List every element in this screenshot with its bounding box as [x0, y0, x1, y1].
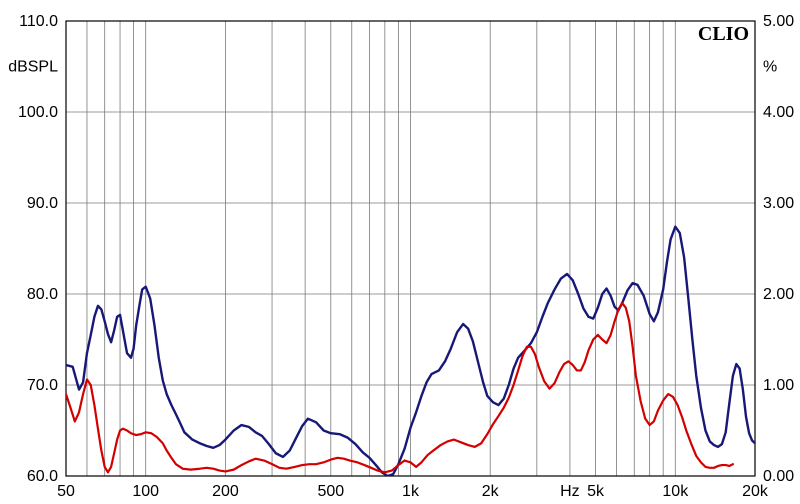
x-tick-label: 2k — [482, 483, 500, 500]
x-tick-label: 200 — [212, 483, 239, 500]
frequency-response-chart: 60.070.080.090.0100.0110.0dBSPL0.001.002… — [0, 0, 800, 504]
y-left-tick-label: 90.0 — [27, 195, 58, 212]
x-tick-label: 10k — [662, 483, 689, 500]
x-tick-label: 500 — [317, 483, 344, 500]
x-unit-label: Hz — [560, 483, 580, 500]
y-right-tick-label: 3.00 — [763, 195, 794, 212]
x-tick-label: 5k — [587, 483, 605, 500]
x-tick-label: 50 — [57, 483, 75, 500]
y-right-tick-label: 4.00 — [763, 104, 794, 121]
y-right-unit-label: % — [763, 59, 777, 76]
x-tick-label: 1k — [402, 483, 420, 500]
y-left-tick-label: 100.0 — [18, 104, 58, 121]
x-tick-label: 100 — [132, 483, 159, 500]
y-left-unit-label: dBSPL — [8, 59, 58, 76]
brand-label: CLIO — [698, 23, 749, 45]
y-right-tick-label: 1.00 — [763, 377, 794, 394]
y-left-tick-label: 60.0 — [27, 468, 58, 485]
y-right-tick-label: 5.00 — [763, 13, 794, 30]
y-left-tick-label: 70.0 — [27, 377, 58, 394]
y-left-tick-label: 110.0 — [19, 13, 58, 30]
x-tick-label: 20k — [742, 483, 769, 500]
y-right-tick-label: 2.00 — [763, 286, 794, 303]
y-left-tick-label: 80.0 — [27, 286, 58, 303]
